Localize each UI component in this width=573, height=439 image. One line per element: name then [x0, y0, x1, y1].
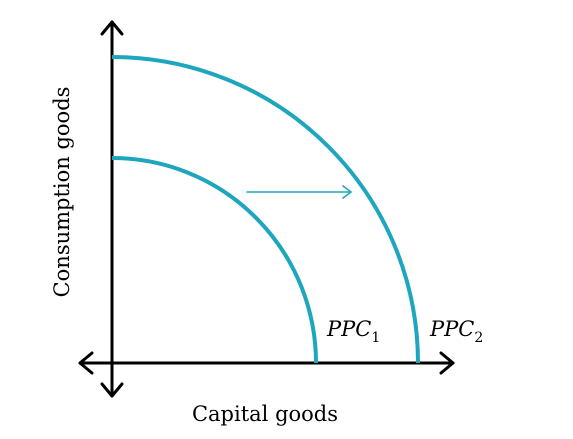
ppc-2-curve	[111, 55, 420, 364]
x-axis-right-arrowhead	[439, 351, 455, 375]
y-axis-bottom-arrowhead	[100, 382, 124, 398]
y-axis-title: Consumption goods	[50, 87, 74, 298]
ppc-1-label-main: PPC	[326, 317, 371, 341]
ppc-1-curve	[111, 156, 318, 364]
x-axis-left-arrowhead	[78, 351, 94, 375]
ppc-2-label-main: PPC	[429, 317, 474, 341]
x-axis-title: Capital goods	[192, 402, 338, 426]
y-axis-top-arrowhead	[100, 20, 124, 36]
ppc-2-label-subscript: 2	[474, 330, 483, 346]
ppc-1-label-subscript: 1	[371, 330, 380, 346]
shift-arrow	[246, 185, 352, 199]
ppc-2-label: PPC2	[429, 317, 483, 346]
shift-arrow-head	[342, 185, 352, 199]
axes	[78, 20, 455, 398]
ppc-1-label: PPC1	[326, 317, 380, 346]
